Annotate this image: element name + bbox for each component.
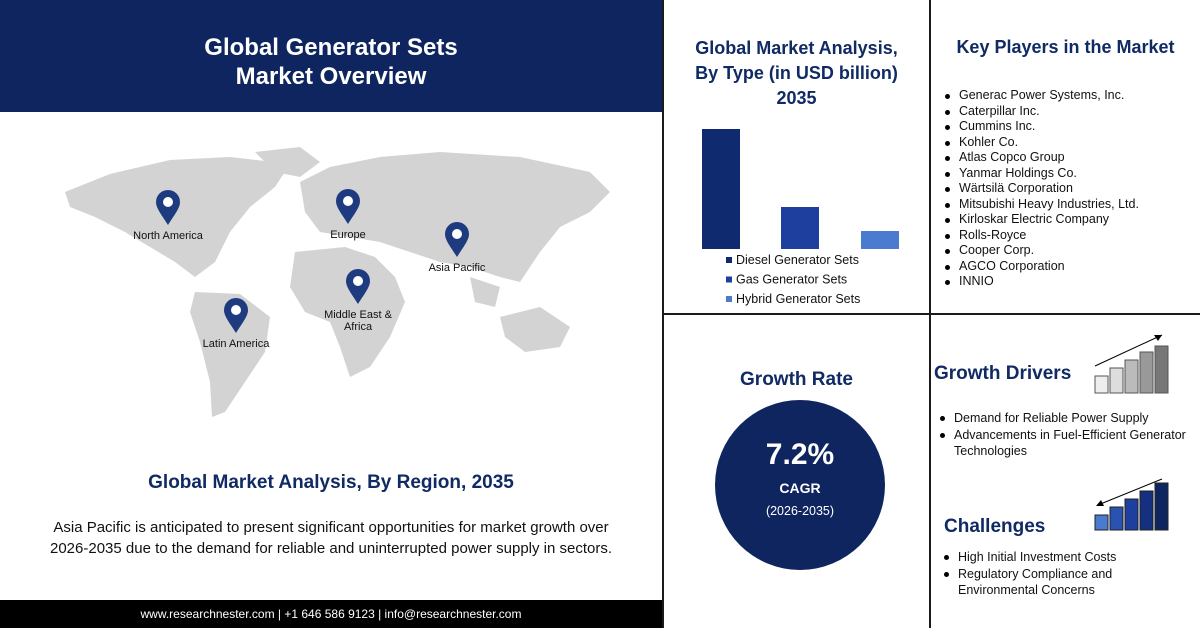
text-line: Asia Pacific is anticipated to present s… (53, 519, 609, 536)
growth-title: Growth Rate (740, 369, 853, 390)
title-line: Global Market Analysis, (695, 38, 898, 58)
cagr-circle: 7.2% CAGR (2026-2035) (715, 400, 885, 570)
legend-label: Gas Generator Sets (736, 273, 847, 287)
bar (702, 129, 740, 249)
world-map (65, 147, 610, 417)
bar-chart: Diesel Generator Sets Gas Generator Sets H… (702, 129, 899, 306)
region-label: North America (133, 230, 203, 242)
list-item: Atlas Copco Group (943, 150, 1139, 166)
pin-dot (231, 305, 241, 315)
legend-swatch (726, 257, 732, 263)
list-item: AGCO Corporation (943, 259, 1139, 275)
pin (156, 190, 180, 225)
pin-shape (156, 190, 180, 225)
list-item: Caterpillar Inc. (943, 104, 1139, 120)
pin (336, 189, 360, 224)
list-item: Advancements in Fuel-Efficient Generator… (938, 427, 1188, 460)
bar (861, 231, 899, 249)
region-label: Europe (330, 229, 366, 241)
region-label: Middle East & Africa (324, 309, 392, 333)
list-item: Mitsubishi Heavy Industries, Ltd. (943, 197, 1139, 213)
pin-shape (336, 189, 360, 224)
challenges-title: Challenges (944, 516, 1046, 537)
region-label: Latin America (202, 338, 270, 350)
pin-dot (353, 276, 363, 286)
text-line: 2026-2035 due to the demand for reliable… (49, 540, 613, 557)
pin-dot (343, 196, 353, 206)
list-item: INNIO (943, 274, 1139, 290)
legend-label: Diesel Generator Sets (736, 253, 859, 267)
footer: www.researchnester.com | +1 646 586 9123… (0, 600, 662, 628)
list-item: Yanmar Holdings Co. (943, 166, 1139, 182)
legend-swatch (726, 296, 732, 302)
region-text: Asia Pacific is anticipated to present s… (0, 517, 662, 559)
key-players-list: Generac Power Systems, Inc. Caterpillar I… (943, 88, 1139, 290)
list-item: Generac Power Systems, Inc. (943, 88, 1139, 104)
header-title: Global Generator Sets Market Overview (0, 33, 662, 91)
title-line: Global Generator Sets (204, 34, 458, 61)
pin (224, 298, 248, 333)
cagr-period: (2026-2035) (765, 504, 835, 518)
challenges-list: High Initial Investment Costs Regulatory … (942, 549, 1192, 599)
growth-icon (1094, 334, 1169, 394)
legend-label: Hybrid Generator Sets (736, 292, 860, 306)
pin (346, 269, 370, 304)
list-item: High Initial Investment Costs (942, 549, 1192, 566)
list-item: Cummins Inc. (943, 119, 1139, 135)
list-item: Kirloskar Electric Company (943, 212, 1139, 228)
chart-title: Global Market Analysis, By Type (in USD … (664, 36, 929, 111)
cagr-value: 7.2% (765, 438, 835, 471)
pin (445, 222, 469, 257)
pin-dot (163, 197, 173, 207)
list-item: Demand for Reliable Power Supply (938, 410, 1188, 427)
key-players-title: Key Players in the Market (956, 37, 1175, 57)
title-line: By Type (in USD billion) (695, 63, 898, 83)
challenge-icon (1094, 478, 1169, 531)
pin-shape (224, 298, 248, 333)
divider (662, 313, 1200, 315)
list-item: Kohler Co. (943, 135, 1139, 151)
region-label: Asia Pacific (428, 262, 486, 274)
drivers-title: Growth Drivers (934, 363, 1072, 384)
drivers-list: Demand for Reliable Power Supply Advancem… (938, 410, 1188, 460)
region-title: Global Market Analysis, By Region, 2035 (148, 472, 514, 493)
title-line: 2035 (776, 88, 817, 108)
pin-dot (452, 229, 462, 239)
list-item: Regulatory Compliance and Environmental … (942, 566, 1192, 599)
pin-shape (346, 269, 370, 304)
bar (781, 207, 819, 249)
list-item: Cooper Corp. (943, 243, 1139, 259)
list-item: Rolls-Royce (943, 228, 1139, 244)
title-line: Market Overview (235, 63, 427, 90)
legend-swatch (726, 276, 732, 283)
continents (65, 147, 610, 417)
list-item: Wärtsilä Corporation (943, 181, 1139, 197)
pin-shape (445, 222, 469, 257)
cagr-label: CAGR (779, 480, 821, 496)
header: Global Generator Sets Market Overview (0, 0, 662, 112)
